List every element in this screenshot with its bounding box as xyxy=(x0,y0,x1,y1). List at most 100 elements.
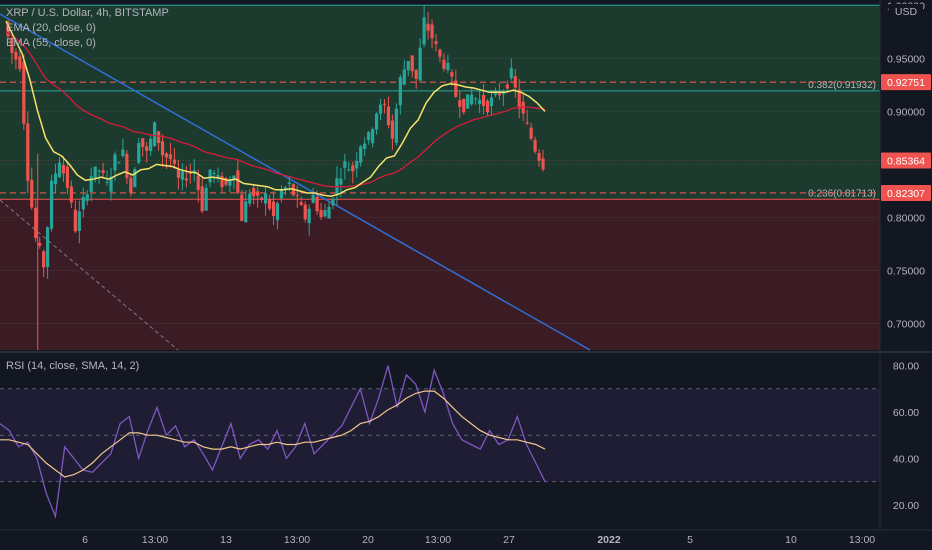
candle-down[interactable] xyxy=(438,49,442,57)
candle-up[interactable] xyxy=(509,68,513,79)
candle-down[interactable] xyxy=(164,153,169,158)
candle-down[interactable] xyxy=(390,120,395,139)
candle-down[interactable] xyxy=(315,196,319,212)
candle-up[interactable] xyxy=(46,227,50,268)
rsi-axis[interactable]: 20.00 40.00 60.00 80.00 xyxy=(893,361,919,512)
candle-down[interactable] xyxy=(6,21,10,37)
candle-down[interactable] xyxy=(196,175,200,190)
candle-up[interactable] xyxy=(323,210,327,217)
candle-down[interactable] xyxy=(303,204,307,220)
candle-up[interactable] xyxy=(149,138,153,152)
candle-up[interactable] xyxy=(89,176,93,192)
candle-down[interactable] xyxy=(462,98,466,113)
candle-up[interactable] xyxy=(359,146,363,163)
candle-down[interactable] xyxy=(454,80,458,97)
candle-up[interactable] xyxy=(77,211,81,231)
candle-down[interactable] xyxy=(458,100,462,107)
candle-up[interactable] xyxy=(466,94,470,109)
candle-down[interactable] xyxy=(125,153,129,179)
legend-symbol[interactable]: XRP / U.S. Dollar, 4h, BITSTAMP xyxy=(6,7,169,19)
candle-up[interactable] xyxy=(204,187,208,211)
candle-down[interactable] xyxy=(141,138,145,147)
candle-up[interactable] xyxy=(378,104,383,114)
candle-up[interactable] xyxy=(489,97,494,106)
candle-down[interactable] xyxy=(382,103,387,105)
candle-up[interactable] xyxy=(109,176,113,192)
candle-down[interactable] xyxy=(42,251,46,268)
candle-down[interactable] xyxy=(513,76,517,88)
candle-down[interactable] xyxy=(145,146,149,151)
candle-up[interactable] xyxy=(347,169,351,171)
candle-up[interactable] xyxy=(275,203,280,221)
candle-up[interactable] xyxy=(398,77,402,106)
candle-up[interactable] xyxy=(153,122,157,146)
candle-up[interactable] xyxy=(137,143,141,163)
candle-down[interactable] xyxy=(295,195,299,197)
ema-55-line[interactable] xyxy=(5,31,546,188)
legend-ema55[interactable]: EMA (55, close, 0) xyxy=(6,37,96,49)
candle-up[interactable] xyxy=(97,170,101,172)
candle-down[interactable] xyxy=(386,106,391,126)
candle-down[interactable] xyxy=(410,55,414,72)
candle-down[interactable] xyxy=(172,159,177,164)
candle-down[interactable] xyxy=(224,177,228,185)
candle-up[interactable] xyxy=(57,162,62,177)
candle-down[interactable] xyxy=(184,178,188,181)
candle-down[interactable] xyxy=(525,122,529,124)
candle-up[interactable] xyxy=(287,182,291,185)
candle-up[interactable] xyxy=(501,93,505,95)
candle-up[interactable] xyxy=(474,98,478,100)
candle-up[interactable] xyxy=(406,61,410,71)
candle-up[interactable] xyxy=(343,161,347,168)
legend-rsi[interactable]: RSI (14, close, SMA, 14, 2) xyxy=(6,360,139,372)
candle-down[interactable] xyxy=(168,154,173,160)
candle-down[interactable] xyxy=(442,59,446,69)
candle-up[interactable] xyxy=(121,149,125,156)
time-axis[interactable]: 6 13:00 13 13:00 20 13:00 27 2022 5 10 13:00 xyxy=(82,534,875,546)
candle-down[interactable] xyxy=(481,95,486,106)
candle-up[interactable] xyxy=(355,160,359,169)
candle-down[interactable] xyxy=(485,100,490,113)
candle-up[interactable] xyxy=(105,181,109,183)
candle-down[interactable] xyxy=(497,93,502,96)
candle-down[interactable] xyxy=(10,37,14,53)
candle-down[interactable] xyxy=(236,170,240,193)
candle-up[interactable] xyxy=(85,194,89,201)
candle-down[interactable] xyxy=(414,69,418,79)
candle-down[interactable] xyxy=(69,186,73,203)
candle-up[interactable] xyxy=(192,170,196,173)
candle-up[interactable] xyxy=(212,172,216,174)
candle-down[interactable] xyxy=(65,166,70,188)
candle-down[interactable] xyxy=(517,89,521,109)
candle-down[interactable] xyxy=(267,199,272,209)
candle-up[interactable] xyxy=(244,201,248,223)
legend-ema20[interactable]: EMA (20, close, 0) xyxy=(6,22,96,34)
candle-down[interactable] xyxy=(505,84,509,89)
candle-up[interactable] xyxy=(327,206,331,219)
candle-up[interactable] xyxy=(418,47,422,81)
candle-up[interactable] xyxy=(263,193,268,204)
candle-down[interactable] xyxy=(299,202,303,205)
candle-down[interactable] xyxy=(434,41,438,44)
candle-up[interactable] xyxy=(370,129,375,144)
candle-up[interactable] xyxy=(113,154,117,171)
candle-down[interactable] xyxy=(426,23,430,31)
candle-down[interactable] xyxy=(252,187,256,197)
candle-down[interactable] xyxy=(188,173,192,175)
candle-down[interactable] xyxy=(256,191,260,196)
candle-up[interactable] xyxy=(339,178,343,185)
candle-down[interactable] xyxy=(260,197,264,200)
candle-up[interactable] xyxy=(228,180,232,186)
candle-up[interactable] xyxy=(216,175,220,178)
candle-down[interactable] xyxy=(73,209,77,232)
candle-down[interactable] xyxy=(351,165,355,172)
candle-up[interactable] xyxy=(311,194,315,203)
trendline-blue[interactable] xyxy=(0,13,591,351)
candle-up[interactable] xyxy=(331,198,335,206)
candle-up[interactable] xyxy=(279,189,284,199)
candle-down[interactable] xyxy=(200,186,204,212)
rsi-ma-line[interactable] xyxy=(0,390,546,478)
candle-up[interactable] xyxy=(208,169,212,183)
candle-up[interactable] xyxy=(53,173,58,185)
